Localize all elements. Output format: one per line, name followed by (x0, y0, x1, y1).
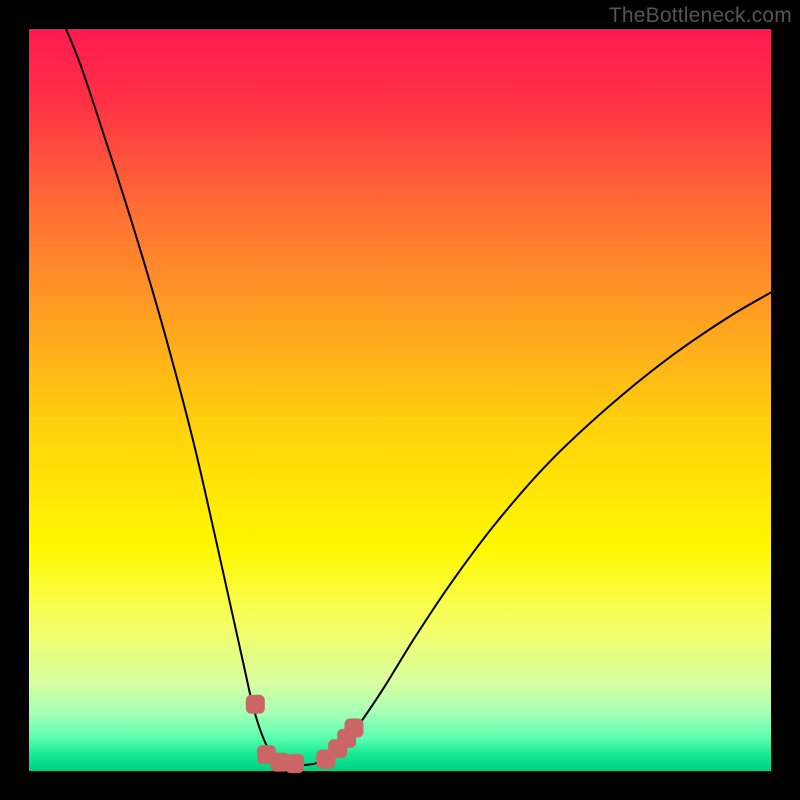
curve-marker (286, 755, 304, 773)
curve-marker (246, 695, 264, 713)
watermark-text: TheBottleneck.com (609, 4, 792, 28)
curve-marker (345, 719, 363, 737)
chart-stage: TheBottleneck.com (0, 0, 800, 800)
bottleneck-chart-svg (0, 0, 800, 800)
